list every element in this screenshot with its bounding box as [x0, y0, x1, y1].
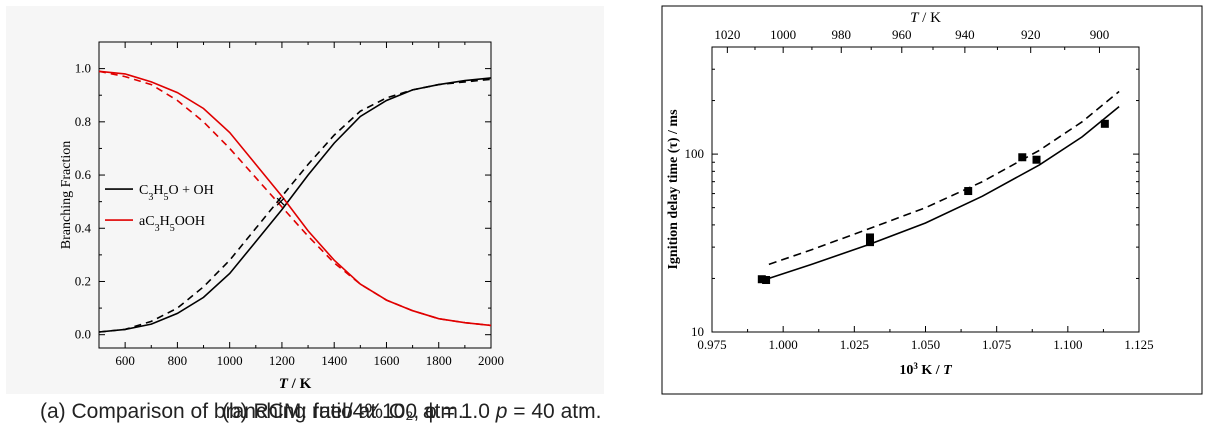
x-tick-label: 1.100	[1053, 337, 1082, 352]
legend: C3H5O + OH aC3H5OOH	[105, 183, 214, 234]
panel-b: 0.975 1.000 1.025 1.050 1.075 1.100 1.125 1020 1…	[610, 0, 1220, 428]
panel-a: 600 800 1000 1200 1400 1600 1800 2000 0.0 0.2 0.4 0…	[6, 6, 604, 394]
caption-a: (a) Comparison of branching ratio at 100…	[40, 400, 464, 423]
legend-label: C3H5O + OH	[139, 183, 214, 203]
data-point	[1032, 155, 1041, 164]
x-tick-label: 800	[168, 353, 188, 368]
series-line-3	[98, 70, 492, 327]
x-axis-label: 103 K / T	[899, 361, 953, 378]
caption-b-main: (b) RCM: fuel/4% O₂, ϕ = 1.0	[222, 400, 496, 423]
top-x-tick-label: 960	[892, 27, 912, 42]
y-tick-label: 0.0	[75, 327, 91, 342]
x-tick-label: 1400	[321, 353, 347, 368]
data-point	[757, 275, 766, 284]
model-line-solid	[768, 105, 1120, 280]
plot-frame	[98, 41, 492, 349]
x-tick-label: 600	[115, 353, 135, 368]
caption-b: (b) RCM: fuel/4% O₂, ϕ = 1.0 p = 40 atm.	[222, 400, 601, 424]
top-x-tick-label: 940	[955, 27, 975, 42]
data-point	[1100, 119, 1109, 128]
y-tick-label: 0.4	[75, 220, 92, 235]
legend-label: aC3H5OOH	[139, 214, 205, 234]
y-tick-label: 1.0	[75, 61, 91, 76]
series-line-2	[98, 70, 492, 327]
data-point	[865, 238, 874, 247]
x-tick-label: 1.000	[769, 337, 798, 352]
x-tick-label: 1000	[217, 353, 243, 368]
top-x-tick-label: 920	[1021, 27, 1041, 42]
data-point	[865, 233, 874, 242]
y-tick-label: 0.2	[75, 273, 91, 288]
x-tick-label: 1800	[426, 353, 452, 368]
y-axis-label: Ignition delay time (τ) / ms	[666, 109, 681, 270]
panel-a-background	[6, 6, 604, 394]
y-tick-label: 0.6	[75, 167, 92, 182]
data-points	[757, 119, 1109, 285]
caption-b-tail: = 40 atm.	[507, 400, 602, 423]
top-x-tick-label: 900	[1090, 27, 1110, 42]
plot-frame	[711, 46, 1140, 333]
top-x-tick-label: 1020	[714, 27, 740, 42]
curves	[98, 70, 492, 333]
y-axis-label: Branching Fraction	[59, 141, 74, 249]
x-tick-label: 1200	[269, 353, 295, 368]
cross-marker	[276, 197, 285, 206]
data-point	[762, 276, 771, 285]
x-tick-label: 1600	[373, 353, 399, 368]
branching-fraction-chart: 600 800 1000 1200 1400 1600 1800 2000 0.0 0.2 0.4 0…	[6, 6, 604, 394]
x-axis-label: T / K	[279, 376, 312, 392]
y-tick-label: 10	[691, 324, 704, 339]
top-x-tick-label: 1000	[770, 27, 796, 42]
x-tick-label: 1.025	[840, 337, 869, 352]
caption-b-p: p	[495, 400, 508, 423]
top-x-axis-label: T / K	[910, 10, 941, 26]
x-tick-label: 1.125	[1124, 337, 1153, 352]
data-point	[1018, 153, 1027, 162]
panel-b-border	[661, 5, 1203, 395]
top-x-tick-label: 980	[832, 27, 852, 42]
x-tick-label: 0.975	[697, 337, 726, 352]
x-tick-label: 1.075	[982, 337, 1011, 352]
data-point	[964, 187, 973, 196]
series-line-1	[98, 78, 492, 333]
y-tick-label: 100	[685, 146, 705, 161]
y-tick-label: 0.8	[75, 114, 91, 129]
x-tick-label: 1.050	[911, 337, 940, 352]
ignition-delay-chart: 0.975 1.000 1.025 1.050 1.075 1.100 1.125 1020 1…	[661, 5, 1203, 395]
model-line-dashed	[768, 90, 1120, 266]
x-tick-label: 2000	[478, 353, 504, 368]
